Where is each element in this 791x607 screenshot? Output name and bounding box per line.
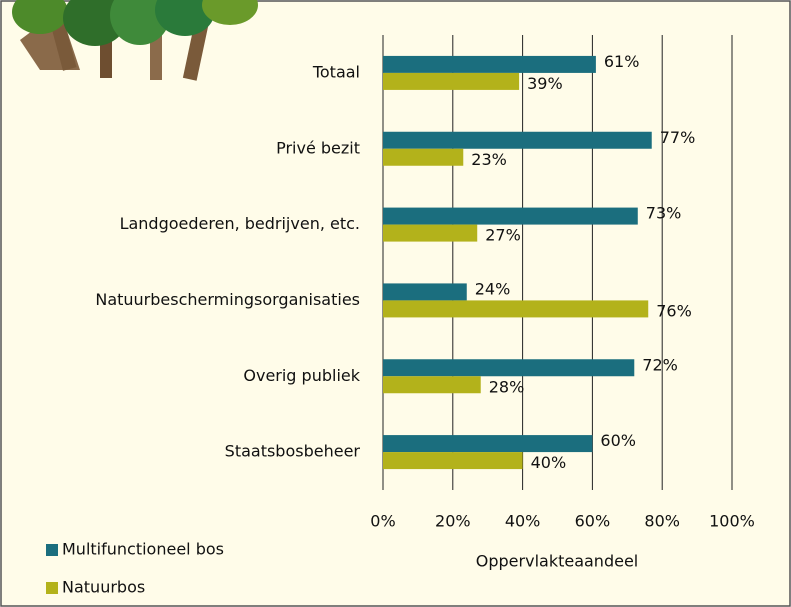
- bar: [383, 225, 477, 242]
- legend-swatch: [46, 582, 58, 594]
- value-label: 23%: [471, 150, 507, 169]
- value-label: 39%: [527, 74, 563, 93]
- category-label: Privé bezit: [276, 138, 360, 157]
- x-tick-label: 80%: [644, 512, 680, 531]
- bar: [383, 132, 652, 149]
- bar: [383, 359, 634, 376]
- value-label: 72%: [642, 355, 678, 374]
- bar: [383, 452, 523, 469]
- legend-label: Natuurbos: [62, 578, 145, 597]
- legend-swatch: [46, 544, 58, 556]
- bar: [383, 208, 638, 225]
- value-label: 73%: [646, 204, 682, 223]
- legend-label: Multifunctioneel bos: [62, 540, 224, 559]
- category-label: Overig publiek: [243, 366, 360, 385]
- chart: 0% 20% 40% 60% 80% 100% Oppervlakteaandeel Tota…: [0, 0, 791, 607]
- value-label: 40%: [531, 453, 567, 472]
- x-tick-label: 40%: [505, 512, 541, 531]
- category-label: Totaal: [312, 62, 360, 81]
- x-tick-label: 100%: [709, 512, 755, 531]
- bar: [383, 149, 463, 166]
- value-label: 61%: [604, 52, 640, 71]
- bar: [383, 435, 592, 452]
- bar: [383, 283, 467, 300]
- bar: [383, 73, 519, 90]
- value-label: 27%: [485, 226, 521, 245]
- category-label: Landgoederen, bedrijven, etc.: [120, 214, 360, 233]
- x-tick-label: 0%: [370, 512, 395, 531]
- value-label: 24%: [475, 279, 511, 298]
- category-label: Natuurbeschermingsorganisaties: [95, 290, 360, 309]
- x-tick-label: 60%: [575, 512, 611, 531]
- value-label: 28%: [489, 377, 525, 396]
- value-label: 76%: [656, 301, 692, 320]
- value-label: 77%: [660, 128, 696, 147]
- x-tick-label: 20%: [435, 512, 471, 531]
- bar: [383, 56, 596, 73]
- value-label: 60%: [600, 431, 636, 450]
- bar: [383, 300, 648, 317]
- x-axis-label: Oppervlakteaandeel: [476, 552, 638, 571]
- category-label: Staatsbosbeheer: [225, 442, 361, 461]
- bar: [383, 376, 481, 393]
